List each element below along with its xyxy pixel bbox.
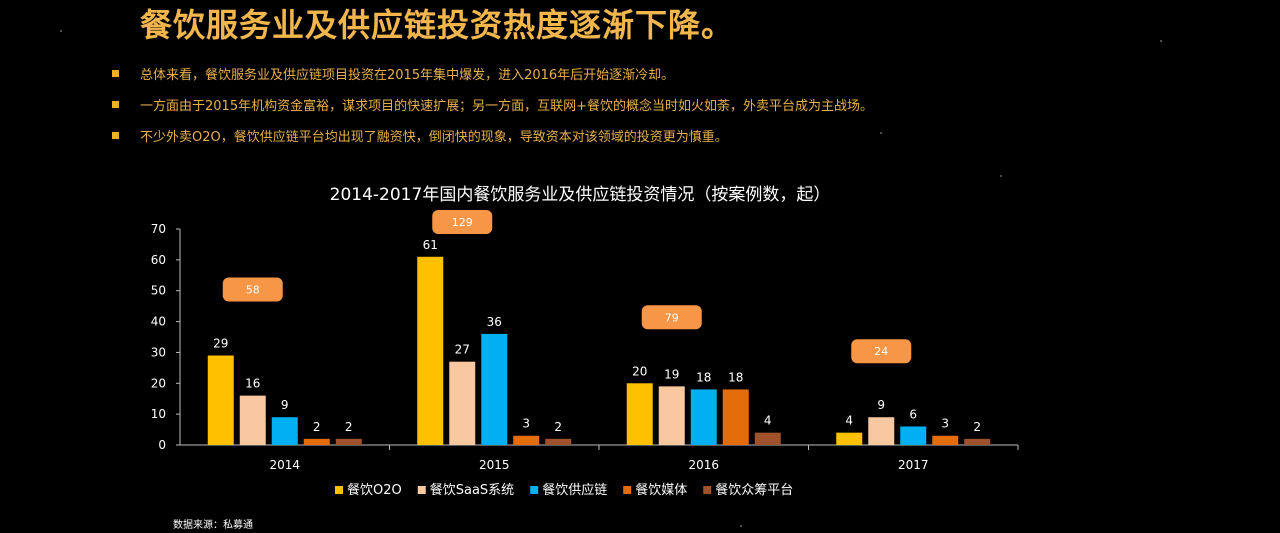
data-label: 61 xyxy=(423,238,438,252)
bullet-square-icon xyxy=(112,70,119,77)
bullet-item: 总体来看，餐饮服务业及供应链项目投资在2015年集中爆发，进入2016年后开始逐… xyxy=(112,58,873,89)
bar xyxy=(545,438,572,445)
bar xyxy=(658,386,685,445)
bar xyxy=(207,355,234,445)
x-tick-label: 2016 xyxy=(688,458,719,472)
bullet-text: 不少外卖O2O，餐饮供应链平台均出现了融资快，倒闭快的现象，导致资本对该领域的投… xyxy=(140,130,728,145)
data-label: 6 xyxy=(909,407,917,421)
legend-label: 餐饮SaaS系统 xyxy=(430,482,514,498)
data-label: 3 xyxy=(941,417,949,431)
y-tick-label: 20 xyxy=(151,376,166,390)
legend-label: 餐饮媒体 xyxy=(635,482,687,498)
bullet-item: 不少外卖O2O，餐饮供应链平台均出现了融资快，倒闭快的现象，导致资本对该领域的投… xyxy=(112,120,873,151)
y-tick-label: 70 xyxy=(151,222,166,236)
bar xyxy=(417,256,444,445)
total-badge xyxy=(222,277,283,302)
total-label: 129 xyxy=(452,216,473,229)
y-tick-label: 0 xyxy=(158,438,166,452)
legend-swatch xyxy=(530,486,539,494)
bullet-list: 总体来看，餐饮服务业及供应链项目投资在2015年集中爆发，进入2016年后开始逐… xyxy=(112,58,873,151)
legend-swatch xyxy=(335,486,343,494)
bar xyxy=(932,435,959,445)
data-label: 27 xyxy=(455,343,470,357)
legend-swatch xyxy=(417,486,426,494)
bar xyxy=(900,426,927,445)
bar xyxy=(722,389,749,445)
decorative-star xyxy=(1160,40,1162,42)
total-label: 79 xyxy=(665,311,679,324)
bar xyxy=(513,435,540,445)
bar xyxy=(754,432,781,445)
chart-title: 2014-2017年国内餐饮服务业及供应链投资情况（按案例数，起） xyxy=(329,185,831,205)
bar xyxy=(964,438,991,445)
data-label: 4 xyxy=(764,414,772,428)
data-label: 2 xyxy=(554,420,562,434)
y-tick-label: 50 xyxy=(151,284,166,298)
total-badge xyxy=(641,305,702,330)
data-label: 4 xyxy=(845,414,853,428)
data-label: 18 xyxy=(728,370,743,384)
bar xyxy=(626,383,653,445)
total-badge xyxy=(851,339,912,364)
bar xyxy=(239,395,266,445)
data-label: 29 xyxy=(213,337,228,351)
data-label: 9 xyxy=(281,398,289,412)
y-tick-label: 10 xyxy=(151,407,166,421)
data-label: 2 xyxy=(973,420,981,434)
page-title: 餐饮服务业及供应链投资热度逐渐下降。 xyxy=(140,6,735,44)
data-label: 36 xyxy=(487,315,502,329)
data-label: 18 xyxy=(696,370,711,384)
legend-swatch xyxy=(623,486,632,494)
legend-label: 餐饮众筹平台 xyxy=(715,482,793,498)
bullet-square-icon xyxy=(112,101,119,108)
legend-label: 餐饮O2O xyxy=(347,482,402,498)
data-label: 20 xyxy=(632,364,647,378)
bullet-text: 一方面由于2015年机构资金富裕，谋求项目的快速扩展；另一方面，互联网+餐饮的概… xyxy=(140,99,873,114)
y-tick-label: 40 xyxy=(151,315,166,329)
bar xyxy=(836,432,863,445)
data-label: 19 xyxy=(664,367,679,381)
bar xyxy=(303,438,330,445)
data-source: 数据来源：私募通 xyxy=(173,520,253,531)
legend-label: 餐饮供应链 xyxy=(542,482,607,498)
total-label: 24 xyxy=(874,345,888,358)
bar xyxy=(868,417,895,445)
data-label: 2 xyxy=(313,420,321,434)
bar xyxy=(481,333,508,445)
data-label: 3 xyxy=(522,417,530,431)
x-tick-label: 2014 xyxy=(269,458,300,472)
bar xyxy=(690,389,717,445)
total-badge xyxy=(432,210,493,234)
decorative-star xyxy=(1000,175,1002,177)
y-tick-label: 30 xyxy=(151,345,166,359)
decorative-star xyxy=(880,132,882,134)
bar xyxy=(449,361,476,445)
bar xyxy=(335,438,362,445)
data-label: 2 xyxy=(345,420,353,434)
bar xyxy=(271,417,298,445)
data-label: 16 xyxy=(245,377,260,391)
bullet-text: 总体来看，餐饮服务业及供应链项目投资在2015年集中爆发，进入2016年后开始逐… xyxy=(140,68,675,83)
x-tick-label: 2017 xyxy=(898,458,929,472)
bullet-item: 一方面由于2015年机构资金富裕，谋求项目的快速扩展；另一方面，互联网+餐饮的概… xyxy=(112,89,873,120)
total-label: 58 xyxy=(246,284,260,297)
decorative-star xyxy=(60,30,62,32)
x-tick-label: 2015 xyxy=(479,458,510,472)
bullet-square-icon xyxy=(112,132,119,139)
data-label: 9 xyxy=(877,398,885,412)
legend-swatch xyxy=(703,486,712,494)
decorative-star xyxy=(740,525,742,527)
y-tick-label: 60 xyxy=(151,253,166,267)
